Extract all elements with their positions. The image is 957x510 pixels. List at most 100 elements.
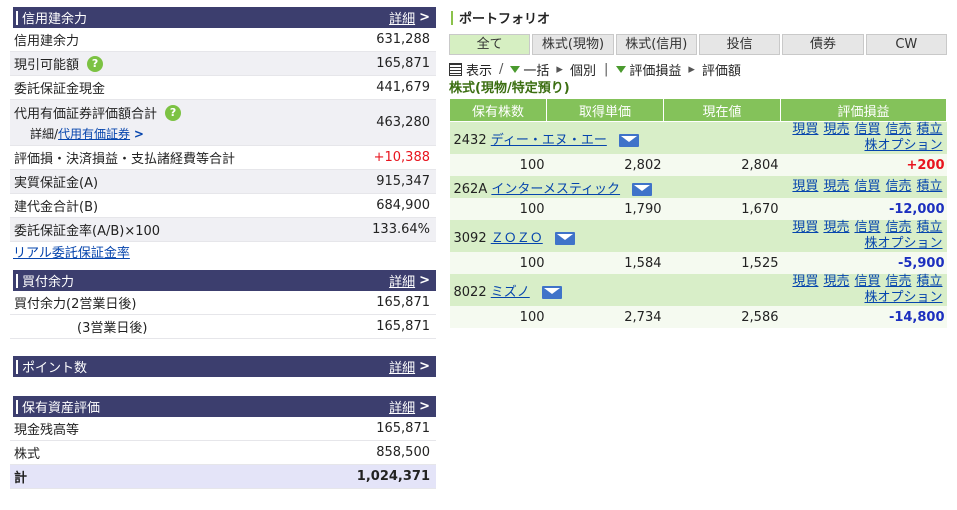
stock-value-row: 100 2,802 2,804 +200 — [449, 154, 947, 176]
list-icon — [449, 62, 462, 76]
sell-cash-link[interactable]: 現売 — [823, 220, 850, 235]
stock-code: 2432 — [453, 132, 487, 148]
credit-row: 信用建余力 631,288 — [10, 28, 436, 52]
sell-cash-link[interactable]: 現売 — [823, 122, 850, 137]
buy-cash-link[interactable]: 現買 — [792, 122, 819, 137]
buy-margin-link[interactable]: 信買 — [854, 274, 881, 289]
collateral-link[interactable]: 代用有価証券 — [58, 127, 131, 141]
portfolio-title: ポートフォリオ — [459, 12, 551, 27]
header-bar — [451, 10, 453, 25]
row-value: 915,347 — [376, 174, 430, 189]
cost-cell: 1,790 — [546, 198, 664, 220]
stock-option-link[interactable]: 株オプション — [864, 236, 943, 251]
buy-cash-link[interactable]: 現買 — [792, 179, 819, 194]
chevron-right-icon: > — [419, 399, 430, 414]
individual-option[interactable]: 個別 — [569, 63, 596, 79]
credit-row: 実質保証金(A) 915,347 — [10, 170, 436, 194]
stock-name-link[interactable]: ディー・エヌ・エー — [490, 132, 607, 148]
accumulate-link[interactable]: 積立 — [916, 274, 943, 289]
valuation-option[interactable]: 評価額 — [701, 63, 741, 79]
purchase-detail-link[interactable]: 詳細 — [389, 275, 416, 290]
row-label: 計 — [14, 471, 28, 486]
triangle-down-icon — [616, 65, 627, 73]
buy-margin-link[interactable]: 信買 — [854, 220, 881, 235]
row-label: 信用建余力 — [14, 34, 80, 49]
tab-funds[interactable]: 投信 — [698, 34, 781, 55]
accumulate-link[interactable]: 積立 — [916, 220, 943, 235]
buy-cash-link[interactable]: 現買 — [792, 274, 819, 289]
sell-margin-link[interactable]: 信売 — [885, 179, 912, 194]
pl-option[interactable]: 評価損益 — [629, 63, 682, 79]
stock-value-row: 100 2,734 2,586 -14,800 — [449, 306, 947, 328]
tab-all[interactable]: 全て — [449, 34, 531, 55]
assets-header: 保有資産評価 詳細 > — [10, 396, 436, 417]
real-margin-rate-link[interactable]: リアル委託保証金率 — [13, 246, 130, 261]
tab-stock-margin[interactable]: 株式(信用) — [615, 34, 697, 55]
stock-name-link[interactable]: インターメスティック — [491, 181, 621, 197]
purchase-row: (3営業日後) 165,871 — [10, 315, 436, 339]
points-detail-link[interactable]: 詳細 — [389, 361, 416, 376]
stock-option-link[interactable]: 株オプション — [864, 138, 943, 153]
help-icon[interactable]: ? — [87, 55, 104, 72]
mail-icon[interactable] — [618, 133, 639, 147]
cost-cell: 1,584 — [546, 252, 664, 274]
chevron-right-icon: > — [419, 10, 430, 25]
credit-row: 委託保証金現金 441,679 — [10, 76, 436, 100]
portfolio-header: ポートフォリオ — [449, 7, 947, 28]
qty-cell: 100 — [449, 306, 547, 328]
header-bar — [16, 10, 18, 25]
chevron-right-icon: > — [419, 273, 430, 288]
stock-info-row: 262A インターメスティック 現買 現売 信買 信売 積立 — [449, 176, 947, 198]
row-value: +10,388 — [373, 150, 430, 165]
stock-info-row: 2432 ディー・エヌ・エー 現買 現売 信買 信売 積立 株オプション — [449, 121, 947, 154]
purchase-title: 買付余力 — [22, 275, 75, 290]
stock-name-link[interactable]: ＺＯＺＯ — [490, 230, 543, 246]
pl-cell: -12,000 — [780, 198, 947, 220]
assets-row: 株式 858,500 — [10, 441, 436, 465]
buy-cash-link[interactable]: 現買 — [792, 220, 819, 235]
row-label: 現引可能額 — [14, 58, 80, 73]
points-header: ポイント数 詳細 > — [10, 356, 436, 377]
stock-name-link[interactable]: ミズノ — [490, 284, 530, 300]
row-value: 165,871 — [376, 319, 430, 334]
sell-cash-link[interactable]: 現売 — [823, 274, 850, 289]
col-qty: 保有株数 — [449, 98, 547, 122]
sell-margin-link[interactable]: 信売 — [885, 122, 912, 137]
price-cell: 1,670 — [663, 198, 781, 220]
pl-cell: -14,800 — [780, 306, 947, 328]
purchase-header: 買付余力 詳細 > — [10, 270, 436, 291]
chevron-right-icon: > — [133, 127, 144, 141]
batch-option[interactable]: 一括 — [523, 63, 550, 79]
credit-row: 建代金合計(B) 684,900 — [10, 194, 436, 218]
tab-bonds[interactable]: 債券 — [782, 34, 864, 55]
display-label: 表示 — [466, 63, 493, 79]
buy-margin-link[interactable]: 信買 — [854, 122, 881, 137]
mail-icon[interactable] — [632, 182, 653, 196]
accumulate-link[interactable]: 積立 — [916, 122, 943, 137]
tab-cw[interactable]: CW — [865, 34, 947, 55]
row-label: 委託保証金率(A/B)×100 — [14, 224, 161, 239]
sell-margin-link[interactable]: 信売 — [885, 274, 912, 289]
mail-icon[interactable] — [554, 231, 575, 245]
row-label: 委託保証金現金 — [14, 82, 106, 97]
portfolio-subtitle: 株式(現物/特定預り) — [449, 81, 570, 96]
mail-icon[interactable] — [541, 285, 562, 299]
sell-cash-link[interactable]: 現売 — [823, 179, 850, 194]
accumulate-link[interactable]: 積立 — [916, 179, 943, 194]
help-icon[interactable]: ? — [165, 104, 182, 121]
sell-margin-link[interactable]: 信売 — [885, 220, 912, 235]
stock-option-link[interactable]: 株オプション — [864, 290, 943, 305]
row-value: 463,280 — [376, 115, 430, 130]
credit-detail-link[interactable]: 詳細 — [389, 12, 416, 27]
row-label: 評価損・決済損益・支払諸経費等合計 — [14, 152, 236, 167]
row-value: 165,871 — [376, 295, 430, 310]
row-label: 代用有価証券評価額合計 — [14, 107, 158, 122]
row-value: 1,024,371 — [356, 469, 430, 484]
assets-detail-link[interactable]: 詳細 — [389, 401, 416, 416]
detail-prefix: 詳細/ — [30, 127, 59, 141]
tab-stock-cash[interactable]: 株式(現物) — [532, 34, 614, 55]
credit-header: 信用建余力 詳細 > — [10, 7, 436, 28]
row-label: 実質保証金(A) — [14, 176, 99, 191]
buy-margin-link[interactable]: 信買 — [854, 179, 881, 194]
row-label: 株式 — [14, 447, 41, 462]
